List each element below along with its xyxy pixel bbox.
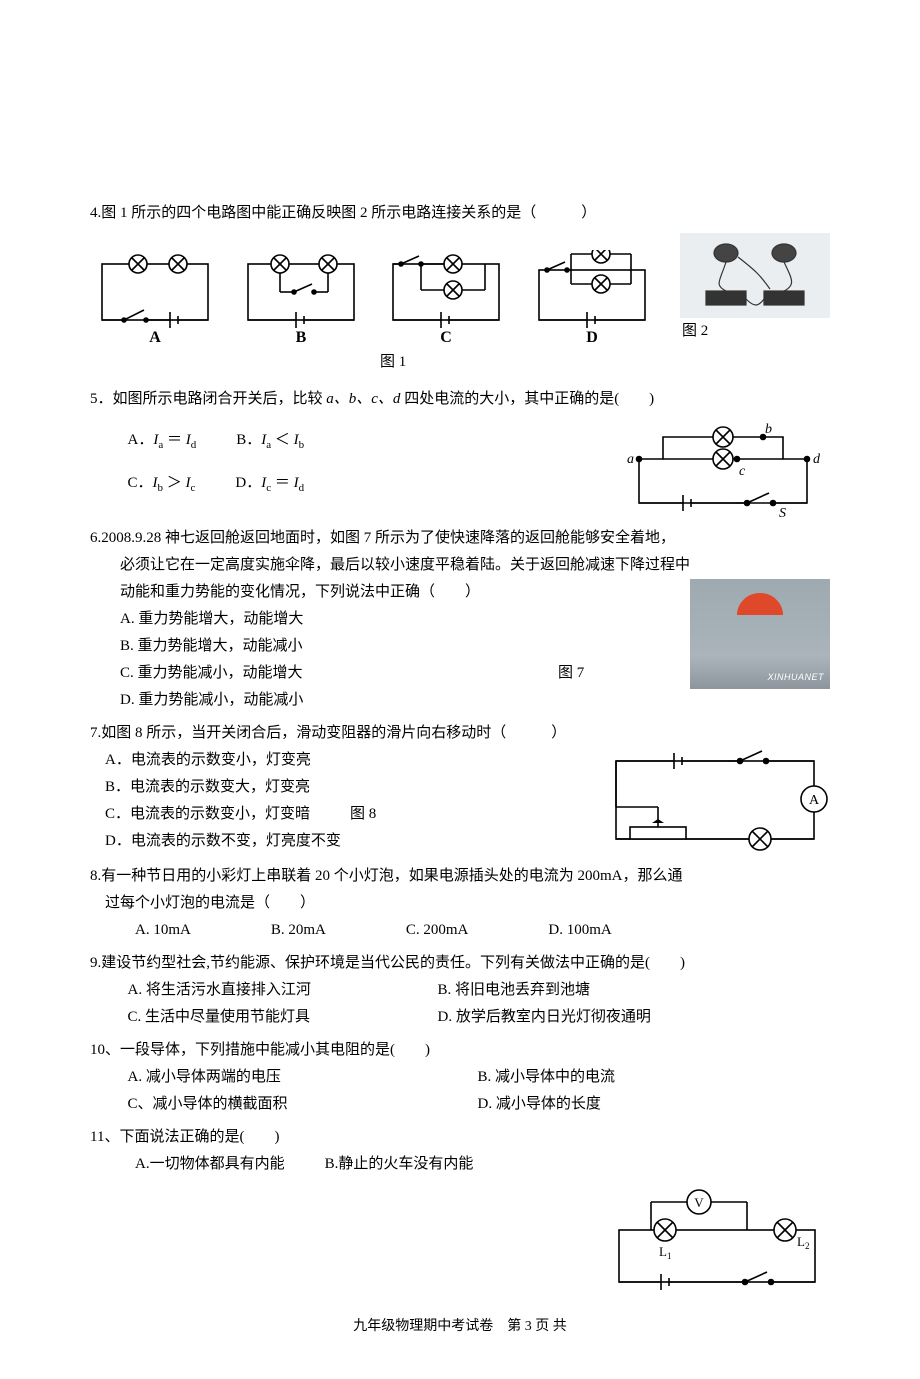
- q5-stem-a: 5．如图所示电路闭合开关后，比较: [90, 391, 326, 407]
- q7-stem: 7.如图 8 所示，当开关闭合后，滑动变阻器的滑片向右移动时（ ）: [90, 720, 830, 747]
- q7: 7.如图 8 所示，当开关闭合后，滑动变阻器的滑片向右移动时（ ） A．电流表的…: [90, 720, 830, 857]
- q9-c: C. 生活中尽量使用节能灯具: [128, 1004, 388, 1031]
- q7-d: D．电流表的示数不变，灯亮度不变: [90, 828, 588, 855]
- q4-fig1-label: 图 1: [380, 349, 406, 376]
- q5-opt-a: A．Ia ＝ Id: [128, 427, 197, 456]
- q6-photo: XINHUANET: [690, 579, 830, 689]
- q4-label-c: C: [440, 329, 452, 345]
- q5-opt-c: C．Ib ＞ Ic: [128, 470, 196, 499]
- svg-text:L1: L1: [659, 1244, 671, 1261]
- q6-b: B. 重力势能增大，动能减小: [90, 633, 678, 660]
- svg-text:V: V: [694, 1195, 704, 1210]
- q6-c: C. 重力势能减小，动能增大: [90, 660, 558, 687]
- q8-c: C. 200mA: [406, 917, 469, 944]
- q8: 8.有一种节日用的小彩灯上串联着 20 个小灯泡，如果电源插头处的电流为 200…: [90, 863, 830, 944]
- page-footer: 九年级物理期中考试卷 第 3 页 共: [90, 1314, 830, 1339]
- q7-figure: A: [600, 747, 830, 857]
- q10-a: A. 减小导体两端的电压: [128, 1064, 408, 1091]
- q10-b: B. 减小导体中的电流: [478, 1064, 616, 1091]
- q9-b: B. 将旧电池丢弃到池塘: [438, 977, 591, 1004]
- q4-fig2-label: 图 2: [672, 318, 830, 345]
- q10-d: D. 减小导体的长度: [478, 1091, 601, 1118]
- q5-vars: a、b、c、d: [326, 391, 400, 407]
- q9-stem: 9.建设节约型社会,节约能源、保护环境是当代公民的责任。下列有关做法中正确的是(…: [90, 950, 830, 977]
- q4-circuit-b: B: [236, 250, 366, 345]
- q5-stem: 5．如图所示电路闭合开关后，比较 a、b、c、d 四处电流的大小，其中正确的是(…: [90, 386, 830, 413]
- q4-circuit-d: D: [527, 250, 657, 345]
- q9-a: A. 将生活污水直接排入江河: [128, 977, 388, 1004]
- q6-l1: 6.2008.9.28 神七返回舱返回地面时，如图 7 所示为了使快速降落的返回…: [90, 525, 830, 552]
- q10-c: C、减小导体的横截面积: [128, 1091, 408, 1118]
- q4: 4.图 1 所示的四个电路图中能正确反映图 2 所示电路连接关系的是（ ）: [90, 200, 830, 376]
- q10-stem: 10、一段导体，下列措施中能减小其电阻的是( ): [90, 1037, 830, 1064]
- q8-l1: 8.有一种节日用的小彩灯上串联着 20 个小灯泡，如果电源插头处的电流为 200…: [90, 863, 830, 890]
- q10: 10、一段导体，下列措施中能减小其电阻的是( ) A. 减小导体两端的电压 B.…: [90, 1037, 830, 1118]
- q4-label-b: B: [295, 329, 306, 345]
- q6: 6.2008.9.28 神七返回舱返回地面时，如图 7 所示为了使快速降落的返回…: [90, 525, 830, 714]
- q6-l2: 必须让它在一定高度实施伞降，最后以较小速度平稳着陆。关于返回舱减速下降过程中: [90, 552, 830, 579]
- q7-a: A．电流表的示数变小，灯变亮: [90, 747, 588, 774]
- q6-l3: 动能和重力势能的变化情况，下列说法中正确（ ）: [90, 579, 678, 606]
- q4-photo-fig2: 图 2: [672, 233, 830, 345]
- q11: 11、下面说法正确的是( ) A.一切物体都具有内能 B.静止的火车没有内能: [90, 1124, 830, 1296]
- svg-text:S: S: [779, 506, 786, 519]
- q4-label-d: D: [586, 329, 598, 345]
- q11-stem: 11、下面说法正确的是( ): [90, 1124, 830, 1151]
- q5-options: A．Ia ＝ Id B．Ia ＜ Ib C．Ib ＞ Ic D．Ic ＝ Id: [90, 419, 597, 499]
- q11-b: B.静止的火车没有内能: [325, 1151, 474, 1178]
- q8-a: A. 10mA: [135, 917, 191, 944]
- svg-text:c: c: [739, 464, 746, 479]
- q4-circuit-c: C: [381, 250, 511, 345]
- q5-opt-d: D．Ic ＝ Id: [235, 470, 304, 499]
- q8-b: B. 20mA: [271, 917, 326, 944]
- q7-c: C．电流表的示数变小，灯变暗: [90, 801, 310, 828]
- q8-opts: A. 10mA B. 20mA C. 200mA D. 100mA: [90, 917, 830, 944]
- q4-label-a: A: [149, 329, 161, 345]
- q8-l2: 过每个小灯泡的电流是（ ）: [90, 890, 830, 917]
- q11-figure: V L1 L2: [605, 1186, 830, 1296]
- q6-watermark: XINHUANET: [767, 669, 824, 685]
- q9-d: D. 放学后教室内日光灯彻夜通明: [438, 1004, 651, 1031]
- svg-text:d: d: [813, 452, 821, 467]
- svg-text:b: b: [765, 422, 772, 437]
- q11-a: A.一切物体都具有内能: [135, 1151, 285, 1178]
- q4-fig1-label-row: 图 1: [90, 349, 830, 376]
- q5: 5．如图所示电路闭合开关后，比较 a、b、c、d 四处电流的大小，其中正确的是(…: [90, 386, 830, 519]
- exam-page: 4.图 1 所示的四个电路图中能正确反映图 2 所示电路连接关系的是（ ）: [0, 0, 920, 1379]
- q9: 9.建设节约型社会,节约能源、保护环境是当代公民的责任。下列有关做法中正确的是(…: [90, 950, 830, 1031]
- q8-d: D. 100mA: [548, 917, 611, 944]
- q6-figlabel: 图 7: [558, 660, 678, 687]
- svg-text:A: A: [809, 793, 820, 808]
- q5-stem-b: 四处电流的大小，其中正确的是( ): [400, 391, 654, 407]
- q4-stem: 4.图 1 所示的四个电路图中能正确反映图 2 所示电路连接关系的是（ ）: [90, 200, 830, 227]
- svg-text:a: a: [627, 452, 634, 467]
- svg-text:L2: L2: [797, 1234, 809, 1251]
- q7-b: B．电流表的示数变大，灯变亮: [90, 774, 588, 801]
- q6-d: D. 重力势能减小，动能减小: [90, 687, 678, 714]
- q5-figure: a b c d S: [615, 419, 830, 519]
- q5-opt-b: B．Ia ＜ Ib: [236, 427, 304, 456]
- q6-a: A. 重力势能增大，动能增大: [90, 606, 678, 633]
- q4-circuit-a: A: [90, 250, 220, 345]
- q4-figure-row: A B: [90, 233, 830, 345]
- q7-figlabel: 图 8: [310, 801, 376, 828]
